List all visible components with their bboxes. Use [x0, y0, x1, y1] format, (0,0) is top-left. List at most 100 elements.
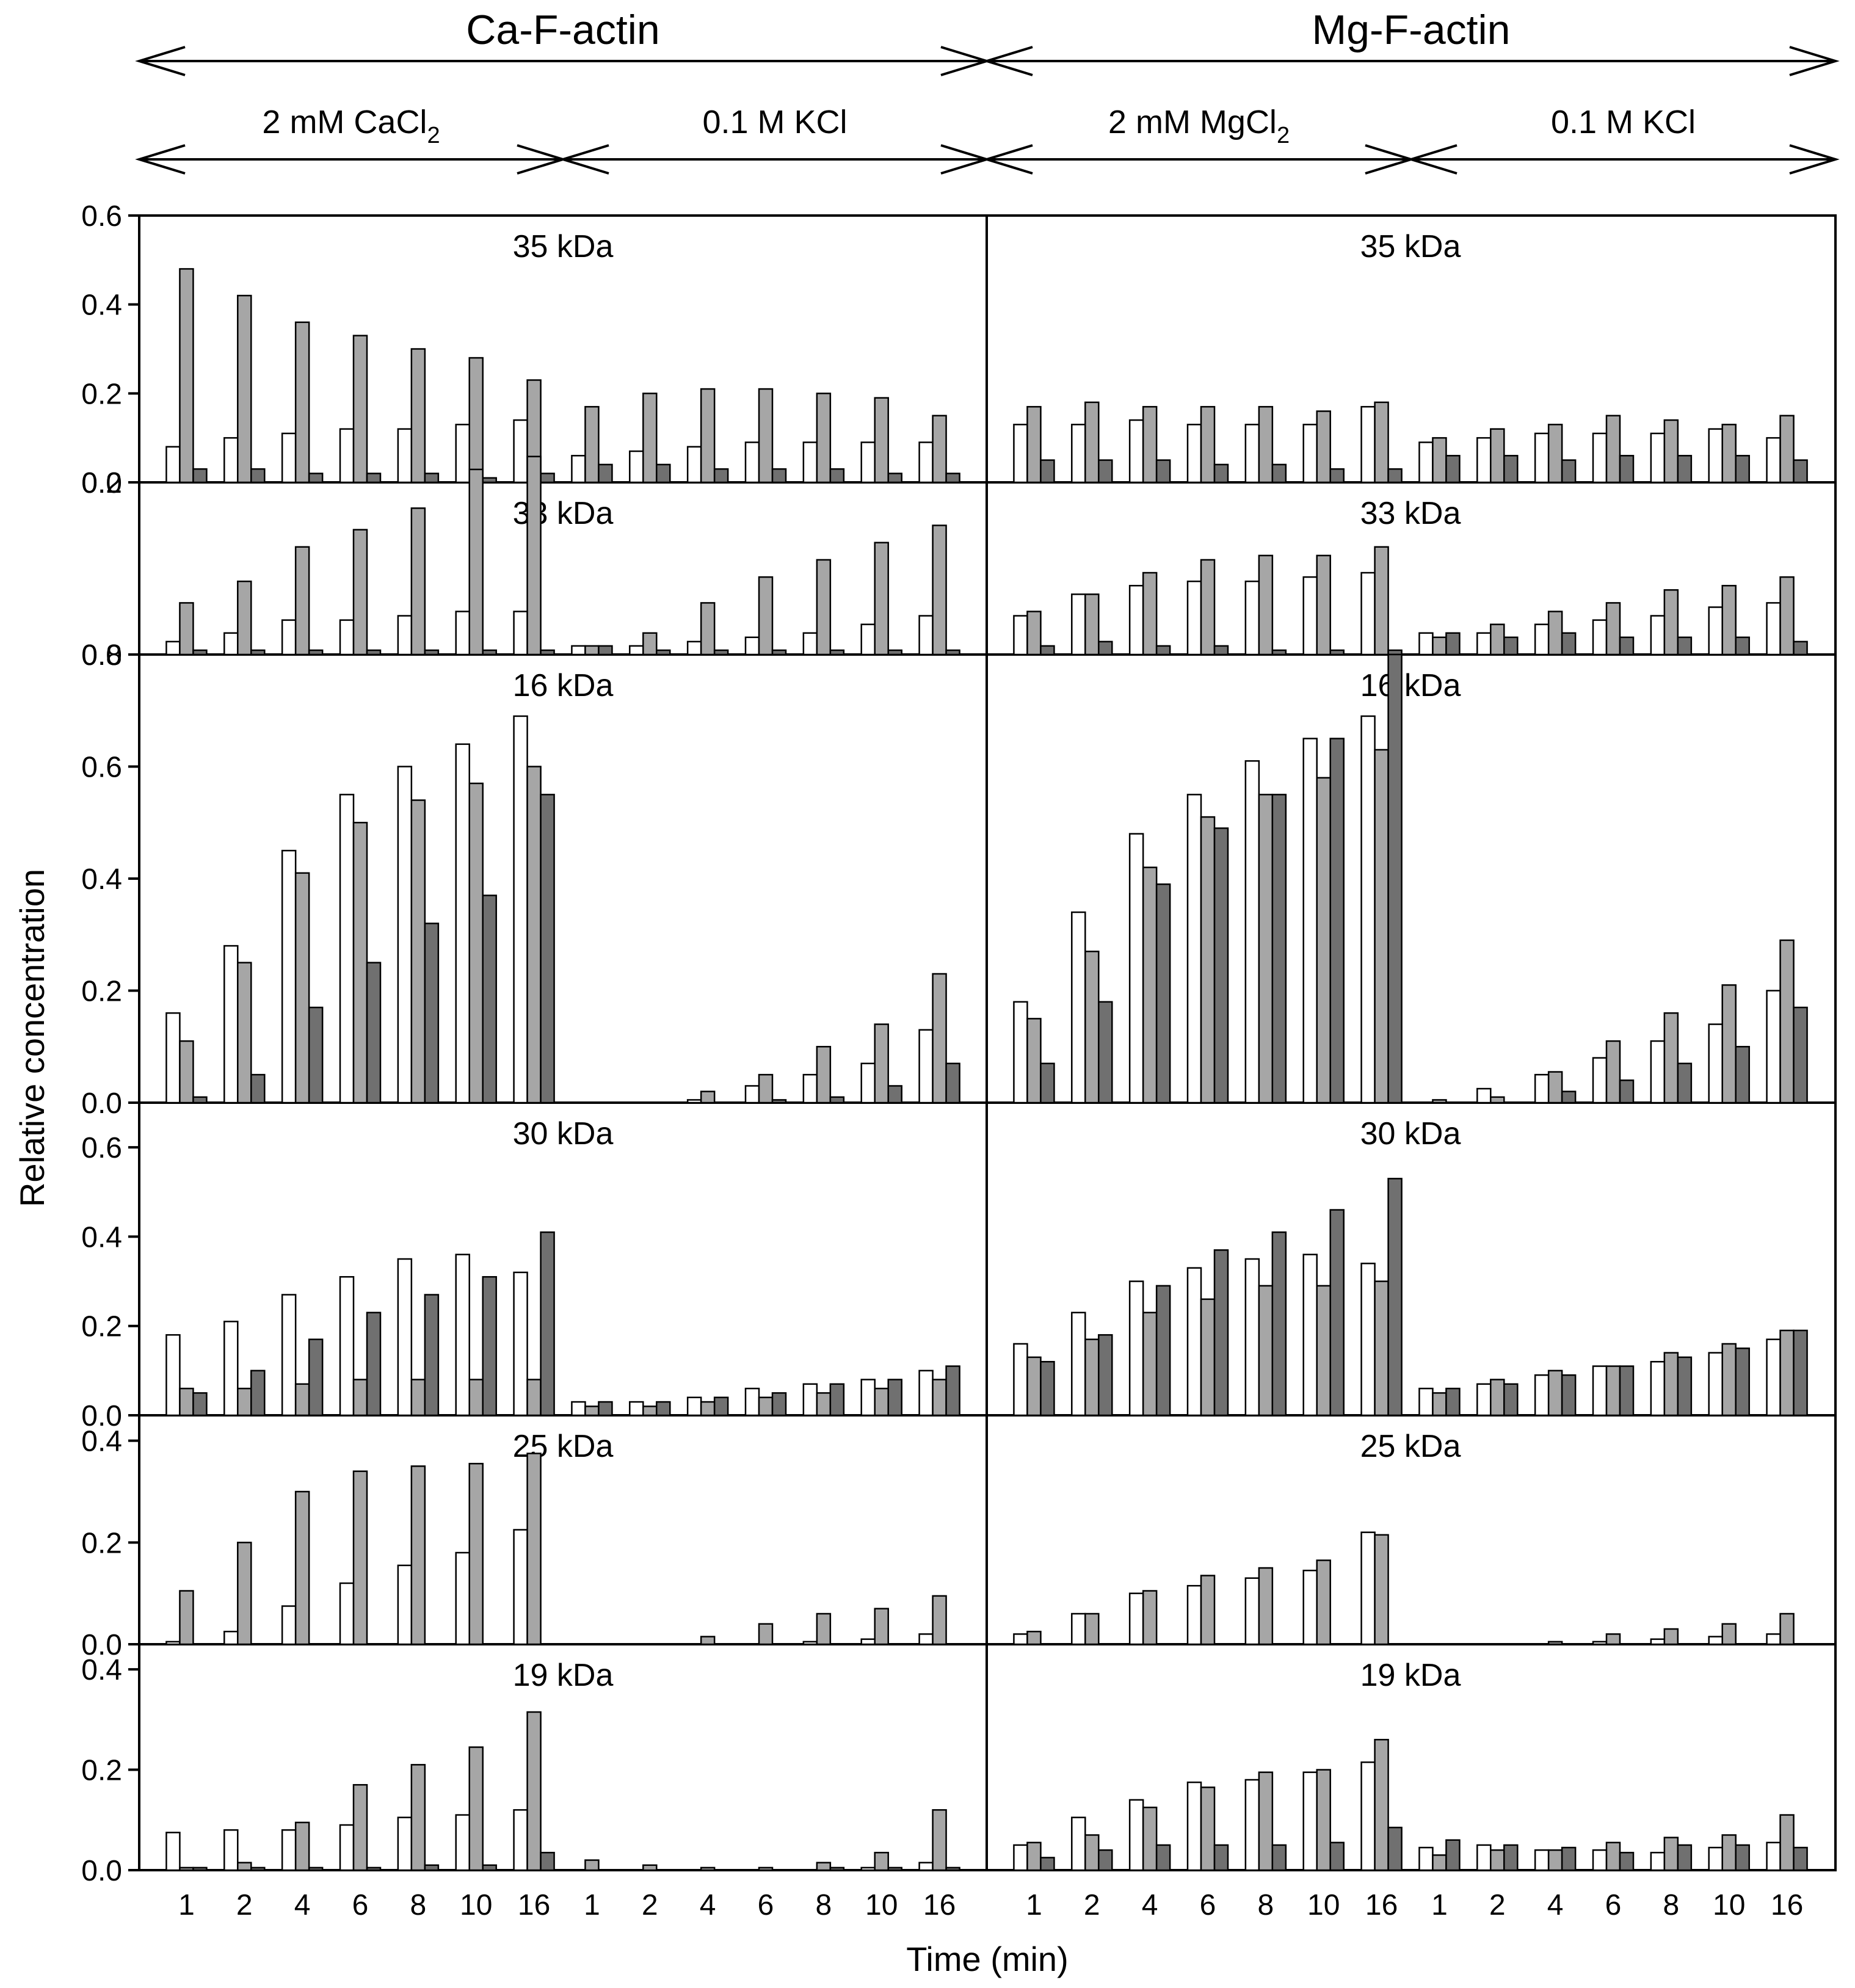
bar — [1445, 455, 1461, 484]
bar — [1708, 1352, 1723, 1417]
bar — [1432, 1099, 1447, 1104]
bar — [816, 1862, 832, 1871]
bar — [1155, 645, 1171, 656]
x-tick-label: 16 — [1365, 1889, 1398, 1921]
x-tick-label: 16 — [1771, 1889, 1803, 1921]
bar — [1128, 1592, 1144, 1645]
bar — [1503, 1844, 1519, 1871]
y-tick-label: 0.6 — [81, 200, 122, 233]
bar — [816, 1613, 832, 1645]
bar — [1271, 649, 1287, 656]
bar — [1213, 645, 1229, 656]
x-tick-label: 1 — [1431, 1889, 1448, 1921]
bar — [1026, 611, 1042, 656]
bar — [816, 1392, 832, 1417]
bar — [1592, 1057, 1608, 1104]
bar — [1302, 1569, 1318, 1645]
bar — [1418, 441, 1434, 484]
y-tick-label: 0.4 — [81, 289, 122, 322]
bar — [1708, 606, 1723, 656]
x-tick-label: 16 — [518, 1889, 550, 1921]
bar — [1360, 571, 1376, 656]
bar — [1619, 636, 1635, 656]
bar — [1650, 1360, 1666, 1417]
bar — [482, 1276, 497, 1417]
y-tick-label: 0.2 — [81, 378, 122, 410]
bar — [540, 1851, 555, 1871]
bar — [1592, 1365, 1608, 1417]
bar — [1186, 1584, 1202, 1645]
bar — [1142, 866, 1158, 1104]
bar — [1650, 1040, 1666, 1104]
bar — [1490, 623, 1505, 656]
bar — [1561, 1374, 1577, 1417]
bar — [1592, 1849, 1608, 1871]
bar — [1316, 1769, 1331, 1871]
bar — [540, 473, 555, 484]
bar — [237, 1862, 252, 1871]
bar — [339, 1582, 355, 1645]
bar — [281, 1829, 297, 1871]
panel-row-33-kda: 0.00.233 kDa 33 kDa — [81, 455, 1808, 672]
bar — [802, 1073, 818, 1104]
bar — [598, 1401, 613, 1417]
bar — [339, 794, 355, 1104]
bar — [526, 766, 542, 1104]
bar — [1316, 1285, 1331, 1417]
bar — [1071, 424, 1086, 484]
bar — [294, 872, 310, 1104]
bar — [1779, 576, 1795, 656]
bar — [294, 1383, 310, 1417]
group-title-mg: Mg-F-actin — [1312, 7, 1511, 53]
bar — [526, 1711, 542, 1871]
bar — [308, 1866, 324, 1871]
bar — [339, 1276, 355, 1417]
bar — [1547, 1369, 1563, 1417]
bar — [410, 348, 426, 484]
bar — [642, 1406, 658, 1417]
bar — [482, 649, 497, 656]
arrow-head-left — [559, 144, 609, 175]
bar — [1098, 1334, 1113, 1417]
bar — [758, 1396, 774, 1417]
bar — [945, 1866, 960, 1871]
bar — [1013, 1001, 1028, 1104]
bar — [1258, 405, 1274, 484]
x-tick-label: 10 — [1307, 1889, 1340, 1921]
bar — [1766, 1841, 1781, 1871]
bar — [1766, 1633, 1781, 1645]
bar — [1677, 1356, 1693, 1417]
bar — [1708, 1636, 1723, 1645]
bar — [308, 1006, 324, 1104]
bar — [1432, 1854, 1447, 1871]
bar — [308, 473, 324, 484]
bar — [1098, 640, 1113, 656]
bar — [1186, 1781, 1202, 1871]
x-tick-label: 4 — [1142, 1889, 1158, 1921]
bar — [540, 649, 555, 656]
x-tick-label: 2 — [642, 1889, 658, 1921]
bar — [410, 1379, 426, 1417]
panel-row-25-kda: 0.00.20.4 25 kDa 25 kDa — [81, 1426, 1795, 1661]
bar — [223, 632, 239, 656]
bar — [1329, 649, 1345, 656]
bar — [1476, 632, 1492, 656]
bar — [1650, 615, 1666, 656]
bar — [250, 468, 266, 484]
bar — [468, 1462, 484, 1645]
bar — [1547, 611, 1563, 656]
panel-row-35-kda: 0.00.20.40.635 kDa 35 kDa — [81, 200, 1808, 499]
bar — [179, 602, 194, 656]
condition-headers: Ca-F-actin Mg-F-actin 2 mM CaCl2 0.1 M KCl 2… — [135, 7, 1840, 175]
bar — [1605, 1633, 1621, 1645]
bar — [758, 576, 774, 656]
bar — [1213, 463, 1229, 484]
bar — [352, 1379, 368, 1417]
bar — [887, 1866, 902, 1871]
bar — [1766, 990, 1781, 1104]
bar — [1418, 1846, 1434, 1871]
bar — [397, 766, 413, 1104]
bar — [1329, 1209, 1345, 1417]
bar — [887, 1085, 902, 1104]
bar — [1793, 1846, 1808, 1871]
